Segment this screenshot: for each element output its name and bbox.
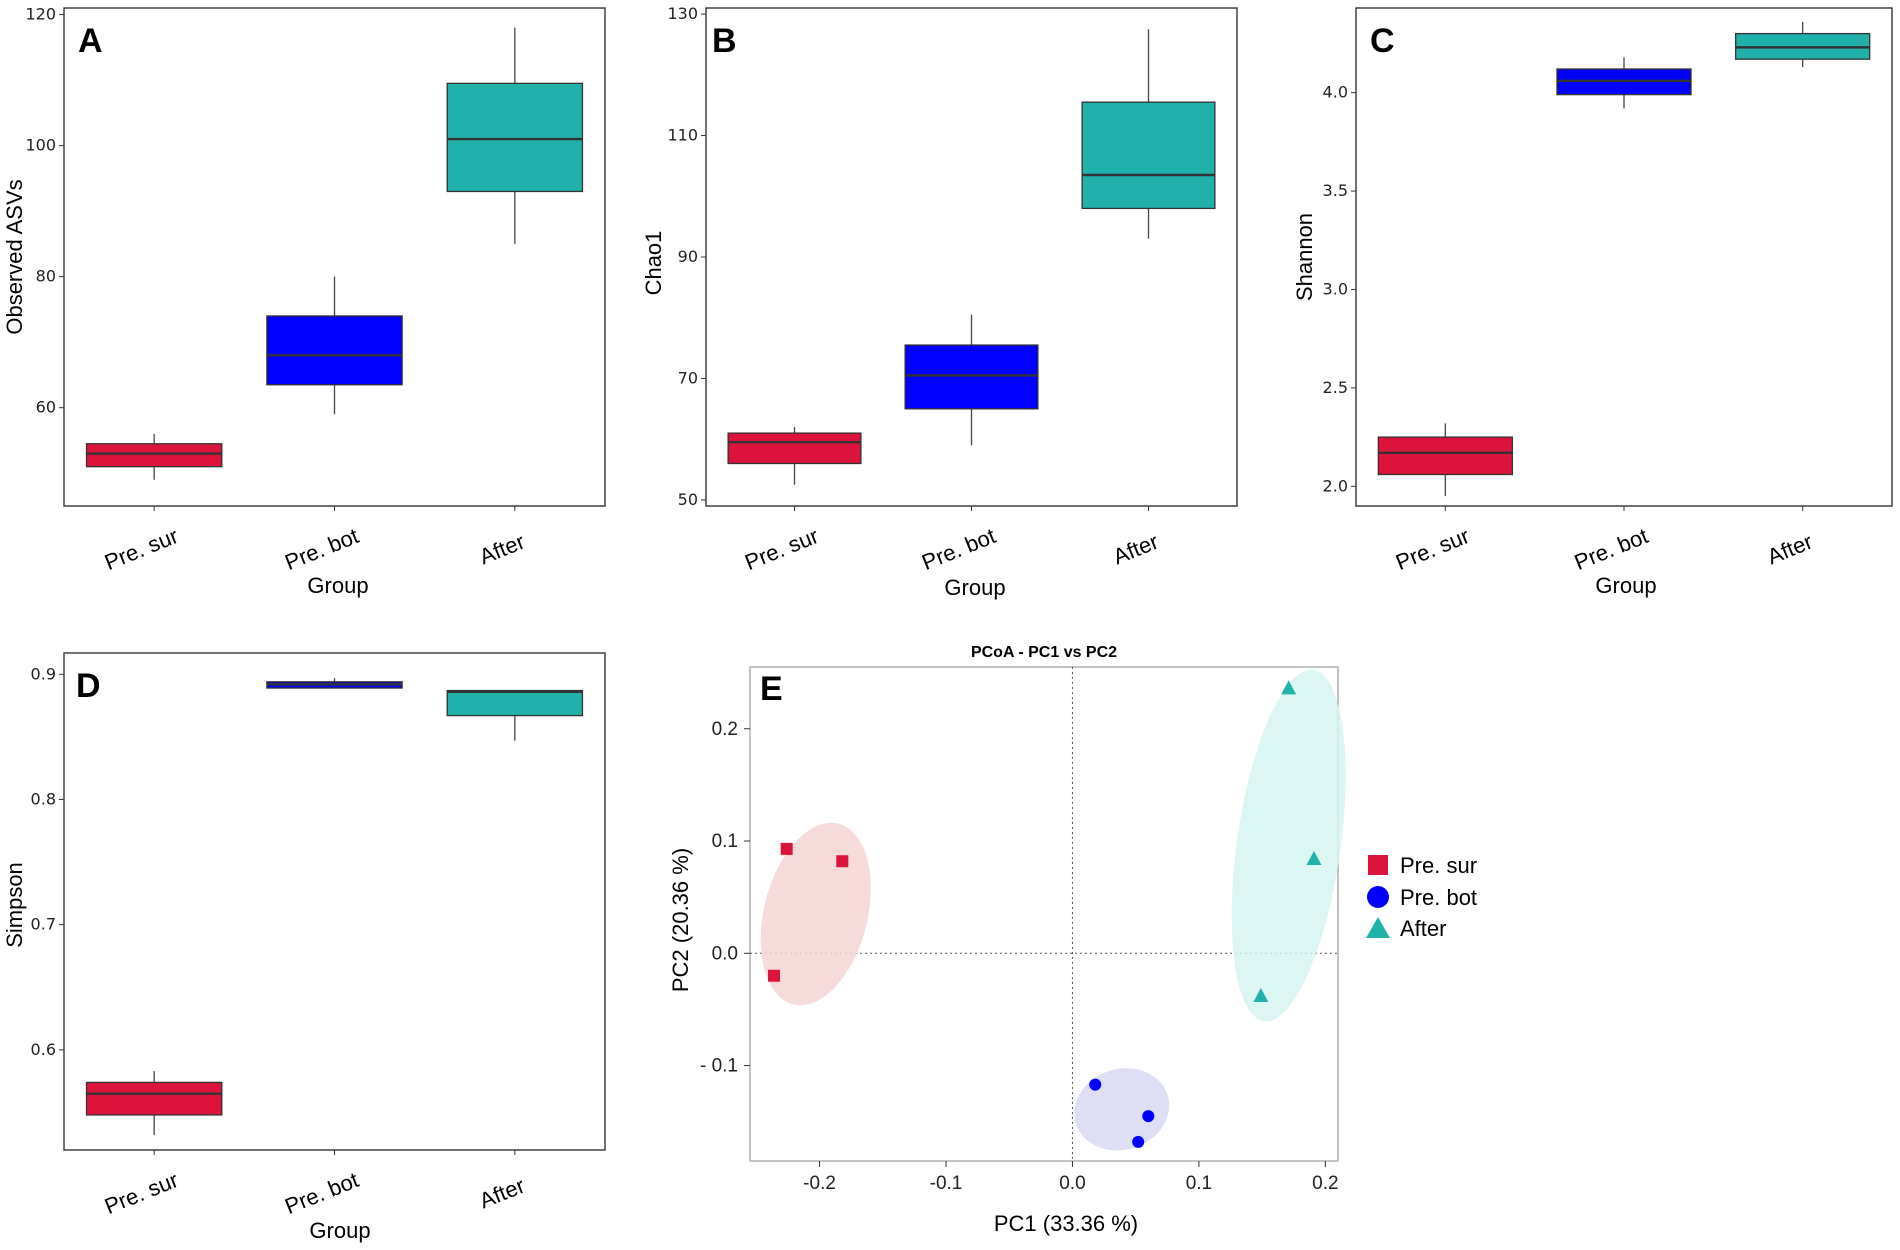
panel-d-frame <box>63 652 606 1151</box>
panel-e-point-after <box>1306 850 1322 865</box>
panel-d-y-tick-label: 0.9 <box>31 664 56 683</box>
panel-e-x-tick-label: -0.1 <box>930 1173 963 1194</box>
panel-c-y-tick-label: 2.5 <box>1323 378 1348 397</box>
panel-c-y-tick-label: 2.0 <box>1323 476 1348 495</box>
panel-e-ellipse-pre-sur <box>760 822 871 1006</box>
panel-b-y-tick-label: 90 <box>678 247 698 266</box>
panel-a-label: A <box>78 22 103 60</box>
legend-swatch-after <box>1366 917 1390 938</box>
panel-b-y-tick-label: 110 <box>667 126 698 145</box>
legend: Pre. sur Pre. bot After <box>1366 853 1477 941</box>
panel-a-y-tick-label: 60 <box>36 398 56 417</box>
panel-b-y-tick-label: 50 <box>678 490 698 509</box>
panel-b-y-tick-label: 70 <box>678 368 698 387</box>
legend-swatch-pre-bot <box>1367 886 1389 908</box>
panel-c-y-tick-label: 3.0 <box>1323 279 1348 298</box>
panel-c-y-axis-label: Shannon <box>1292 213 1317 301</box>
panel-d-label: D <box>76 667 101 705</box>
panel-a-box-pre-sur <box>85 443 223 468</box>
panel-e-x-tick-label: 0.0 <box>1059 1173 1085 1194</box>
panel-b-x-axis-label: Group <box>944 575 1005 600</box>
panel-b-y-axis-label: Chao1 <box>641 231 666 296</box>
panel-d-y-axis-label: Simpson <box>2 862 27 948</box>
panel-e-point-pre-bot <box>1142 1110 1155 1123</box>
panel-e-point-pre-sur <box>768 969 781 982</box>
panel-e-point-pre-sur <box>780 842 793 855</box>
legend-label-after: After <box>1400 916 1446 941</box>
panel-b-label: B <box>712 22 737 60</box>
panel-e-point-pre-bot <box>1089 1078 1102 1091</box>
panel-e-y-tick-label: 0.1 <box>712 831 738 852</box>
legend-label-pre-sur: Pre. sur <box>1400 853 1477 878</box>
panel-e-title: PCoA - PC1 vs PC2 <box>971 644 1117 661</box>
panel-e-x-axis-label: PC1 (33.36 %) <box>994 1211 1138 1236</box>
panel-b-y-tick-label: 130 <box>667 4 698 23</box>
panel-e-y-tick-label: 0.0 <box>712 943 738 964</box>
legend-label-pre-bot: Pre. bot <box>1400 885 1477 910</box>
panel-b-box-after <box>1081 101 1216 210</box>
panel-e-y-tick-label: - 0.1 <box>700 1056 738 1077</box>
panel-c-y-tick-label: 3.5 <box>1323 181 1348 200</box>
legend-swatch-pre-sur <box>1368 855 1388 875</box>
panel-e-y-tick-label: 0.2 <box>712 719 738 740</box>
panel-d-y-tick-label: 0.6 <box>31 1040 56 1059</box>
panel-a-y-tick-label: 120 <box>25 5 56 24</box>
panel-a-box-after <box>446 82 584 193</box>
panel-d-box-pre-sur <box>85 1081 223 1116</box>
panel-d-box-after <box>446 689 584 717</box>
panel-a-y-tick-label: 80 <box>36 267 56 286</box>
panel-b-box-pre-bot <box>904 344 1039 410</box>
panel-c-label: C <box>1370 22 1395 60</box>
panel-d-y-tick-label: 0.7 <box>31 915 56 934</box>
panel-c-box-pre-sur <box>1377 436 1513 476</box>
panel-d-x-axis-label: Group <box>309 1218 370 1243</box>
panel-c-x-axis-label: Group <box>1595 573 1656 598</box>
panel-e-plot: -0.2 -0.1 0.0 0.1 0.2 - 0.1 0.0 0.1 0.2 <box>700 667 1346 1194</box>
panel-e-point-pre-sur <box>836 855 849 868</box>
panel-e-ellipse-after <box>1231 669 1346 1022</box>
panel-e-point-after <box>1281 680 1297 695</box>
panel-a-box-pre-bot <box>266 315 403 386</box>
panel-e-x-tick-label: 0.2 <box>1312 1173 1338 1194</box>
panel-e-label: E <box>760 670 783 708</box>
panel-e-y-axis-label: PC2 (20.36 %) <box>668 848 693 992</box>
panel-e-x-tick-label: -0.2 <box>803 1173 836 1194</box>
panel-a-y-tick-label: 100 <box>25 136 56 155</box>
panel-e-point-after <box>1253 987 1269 1002</box>
panel-a-y-axis-label: Observed ASVs <box>2 179 27 334</box>
panel-e: PCoA - PC1 vs PC2 E -0.2 -0.1 0.0 0.1 0.2 - 0… <box>668 644 1346 1236</box>
panel-e-point-pre-bot <box>1132 1135 1145 1148</box>
panel-b-box-pre-sur <box>727 432 862 465</box>
panel-c-y-tick-label: 4.0 <box>1323 83 1348 102</box>
panel-a-x-axis-label: Group <box>307 573 368 598</box>
panel-a-frame <box>63 7 606 507</box>
panel-d-y-tick-label: 0.8 <box>31 789 56 808</box>
panel-e-x-tick-label: 0.1 <box>1186 1173 1212 1194</box>
